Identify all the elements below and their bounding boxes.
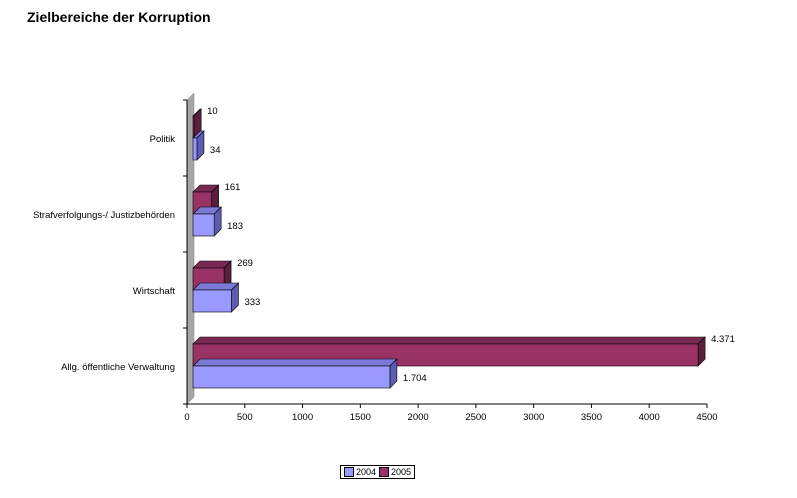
x-tick-label: 2500	[465, 412, 486, 423]
bar-2005	[192, 115, 195, 139]
data-label-2004: 1.704	[403, 373, 427, 384]
bar-top-2004	[192, 282, 240, 291]
category-label: Politik	[150, 134, 176, 145]
data-label-2005: 161	[225, 182, 241, 193]
bar-2004	[192, 289, 232, 313]
x-tick-label: 0	[184, 412, 189, 423]
x-tick-label: 3000	[523, 412, 544, 423]
x-tick-label: 4000	[639, 412, 660, 423]
bar-2004	[192, 365, 391, 389]
legend-entry-2004: 2004	[344, 467, 376, 477]
data-label-2004: 34	[210, 145, 221, 156]
bar-2004	[192, 137, 198, 161]
legend-swatch-2004	[344, 467, 354, 477]
data-label-2004: 333	[244, 297, 260, 308]
x-tick-label: 4500	[696, 412, 717, 423]
x-tick-label: 1000	[292, 412, 313, 423]
data-label-2005: 10	[207, 106, 218, 117]
legend-entry-2005: 2005	[379, 467, 411, 477]
chart-title: Zielbereiche der Korruption	[27, 9, 211, 25]
bar-top-2005	[192, 336, 706, 345]
data-label-2005: 4.371	[711, 334, 735, 345]
data-label-2004: 183	[227, 221, 243, 232]
legend-label-2004: 2004	[356, 467, 377, 477]
x-tick-label: 2000	[408, 412, 429, 423]
legend-label-2005: 2005	[391, 467, 412, 477]
category-label: Allg. öffentliche Verwaltung	[61, 362, 175, 373]
bar-2004	[192, 213, 215, 237]
x-tick-label: 500	[237, 412, 253, 423]
category-label: Wirtschaft	[133, 286, 176, 297]
x-tick-label: 1500	[350, 412, 371, 423]
chart-legend: 2004 2005	[340, 465, 416, 479]
category-label: Strafverfolgungs-/ Justizbehörden	[33, 210, 175, 221]
bar-top-2004	[192, 358, 398, 367]
data-label-2005: 269	[237, 258, 253, 269]
legend-swatch-2005	[379, 467, 390, 477]
x-tick-label: 3500	[581, 412, 602, 423]
